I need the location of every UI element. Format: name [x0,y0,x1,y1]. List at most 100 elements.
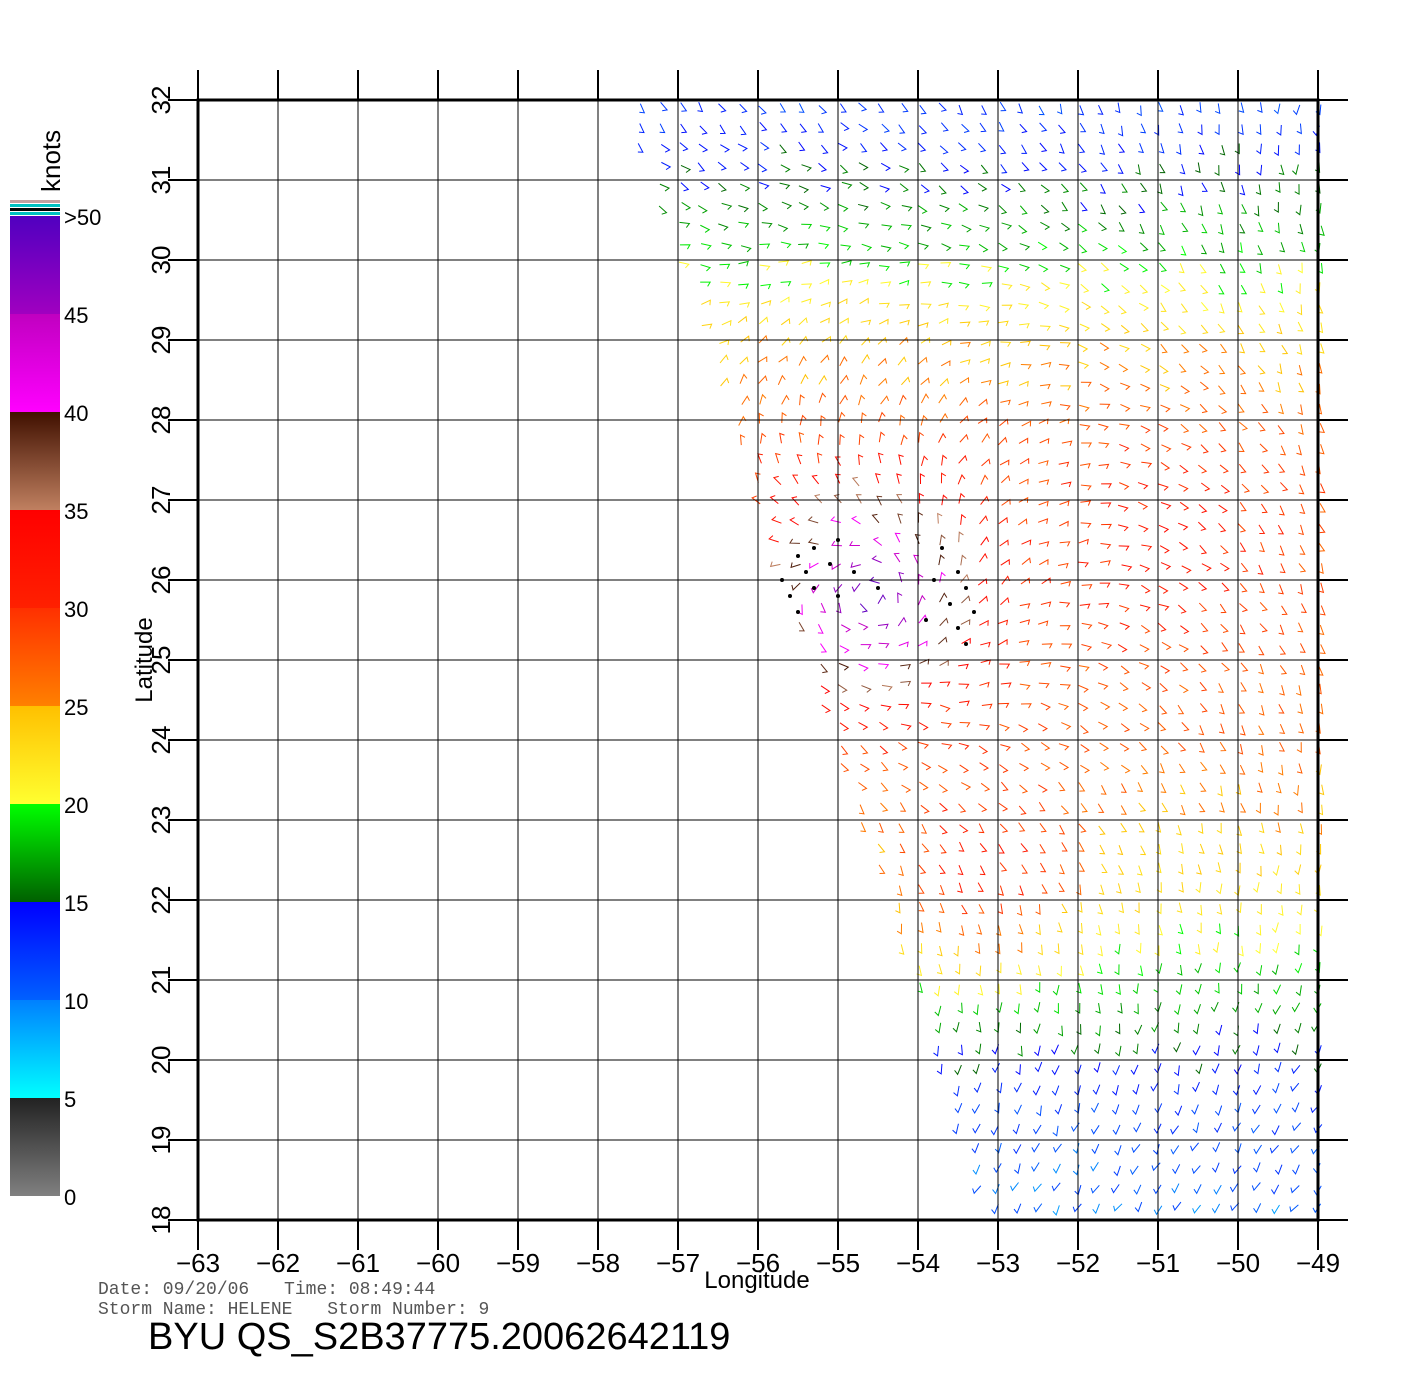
colorbar-tick-label: 45 [64,303,88,328]
wind-barb [879,185,891,193]
wind-barb [1179,541,1189,551]
colorbar-band [10,902,60,1000]
wind-barb [940,162,949,172]
wind-barb [1059,242,1069,251]
wind-barb [1058,124,1066,134]
wind-barb [878,377,888,387]
wind-barb [1297,802,1303,814]
wind-barb [978,745,989,755]
wind-barb [1140,182,1148,193]
wind-barb [1237,523,1247,533]
colorbar-stripe [10,208,60,211]
wind-barb [739,434,746,446]
wind-barb [781,412,787,423]
wind-barb [897,513,903,524]
wind-barb [1252,1045,1260,1057]
wind-barb [999,101,1007,112]
wind-barb [961,595,971,604]
wind-barb [1153,1205,1163,1216]
wind-barb [998,436,1008,446]
longitude-tick-label: −60 [416,1248,460,1278]
wind-barb [1296,123,1302,135]
wind-barb [1079,404,1090,412]
wind-barb [897,356,907,366]
wind-barb [1239,603,1249,613]
wind-barb [871,513,880,524]
wind-barb [1135,942,1142,954]
wind-barb [1097,963,1103,975]
wind-barb [1098,463,1110,470]
wind-barb [1141,544,1153,551]
wind-barb [1140,765,1149,775]
wind-barb [1179,464,1189,474]
wind-barb [1155,862,1162,874]
wind-barb [1058,143,1065,154]
wind-barb [1292,104,1301,116]
longitude-tick-label: −53 [976,1248,1020,1278]
wind-barb [1170,1125,1179,1135]
wind-barb [958,305,970,311]
wind-barb [1198,504,1208,514]
wind-barb [1194,963,1202,974]
wind-barb [1180,385,1191,395]
wind-barb [1160,343,1168,354]
rain-flag-dot [812,546,816,550]
wind-barb [659,183,671,192]
wind-barb [1291,1044,1299,1056]
wind-barb [1038,479,1050,485]
wind-barb [1138,223,1145,234]
wind-barb [1111,1104,1120,1115]
wind-barb [1061,222,1071,232]
wind-barb [1216,904,1223,915]
wind-barb [981,105,988,115]
wind-barb [1020,843,1029,853]
wind-barb [1039,558,1049,566]
wind-barb [1010,1182,1019,1192]
wind-barb [816,452,823,464]
wind-barb [1001,575,1011,585]
wind-barb [918,322,929,328]
latitude-tick-label: 18 [146,1206,176,1235]
wind-barb [996,962,1002,974]
wind-barb [1278,302,1285,313]
wind-barb [1296,304,1303,316]
wind-barb [1258,843,1265,854]
wind-barb [701,323,713,329]
wind-barb [1277,524,1285,535]
wind-barb [1234,885,1241,897]
wind-barb [1099,144,1106,155]
footer-line-2: Storm Name: HELENE Storm Number: 9 [98,1300,513,1320]
wind-barb [999,862,1008,872]
wind-barb [1101,283,1110,293]
wind-barb [780,281,792,287]
wind-barb [1294,1022,1302,1034]
wind-barb [1254,205,1260,217]
wind-barb [1141,584,1151,594]
wind-barb [718,103,727,113]
wind-barb [1114,923,1121,935]
wind-barb [1079,122,1087,133]
wind-barb [1098,662,1109,671]
wind-barb [1080,764,1091,774]
wind-barb [1290,1145,1300,1154]
wind-barb [699,125,708,135]
wind-barb [898,865,904,877]
wind-barb [1140,365,1151,374]
wind-barb [1119,622,1131,630]
wind-barb [1280,445,1287,456]
wind-barb [913,554,919,565]
wind-barb [1132,1043,1139,1055]
colorbar-tick-label: 0 [64,1185,76,1210]
latitude-tick-label: 19 [146,1126,176,1155]
wind-barb [1319,503,1326,513]
wind-barb [898,944,905,955]
wind-barb [939,659,949,666]
wind-barb [878,318,889,325]
wind-barb [917,640,928,647]
wind-barb [978,595,989,604]
wind-barb [1140,322,1149,333]
wind-barb [877,357,887,367]
wind-barb [954,1064,962,1076]
wind-barb [1130,1064,1139,1076]
wind-barb [939,571,946,583]
